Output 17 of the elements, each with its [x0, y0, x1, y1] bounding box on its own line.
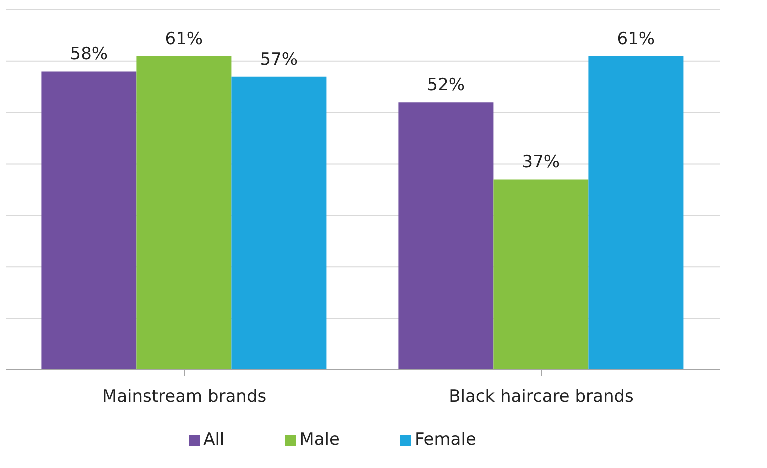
- legend-label: All: [204, 430, 225, 450]
- bar: [494, 180, 589, 370]
- x-tick-label: Mainstream brands: [102, 387, 267, 408]
- bar: [232, 76, 327, 370]
- bar: [42, 72, 137, 370]
- data-label: 61%: [165, 29, 204, 50]
- data-label: 58%: [70, 44, 108, 65]
- legend-label: Male: [300, 430, 340, 450]
- x-tick-label: Black haircare brands: [449, 387, 634, 408]
- data-label: 61%: [617, 29, 656, 50]
- data-label: 57%: [260, 50, 298, 70]
- data-label: 37%: [522, 152, 560, 173]
- bar: [588, 56, 684, 370]
- data-label: 52%: [427, 76, 466, 96]
- legend-label: Female: [414, 430, 476, 450]
- bar: [136, 56, 232, 370]
- bar: [398, 102, 494, 370]
